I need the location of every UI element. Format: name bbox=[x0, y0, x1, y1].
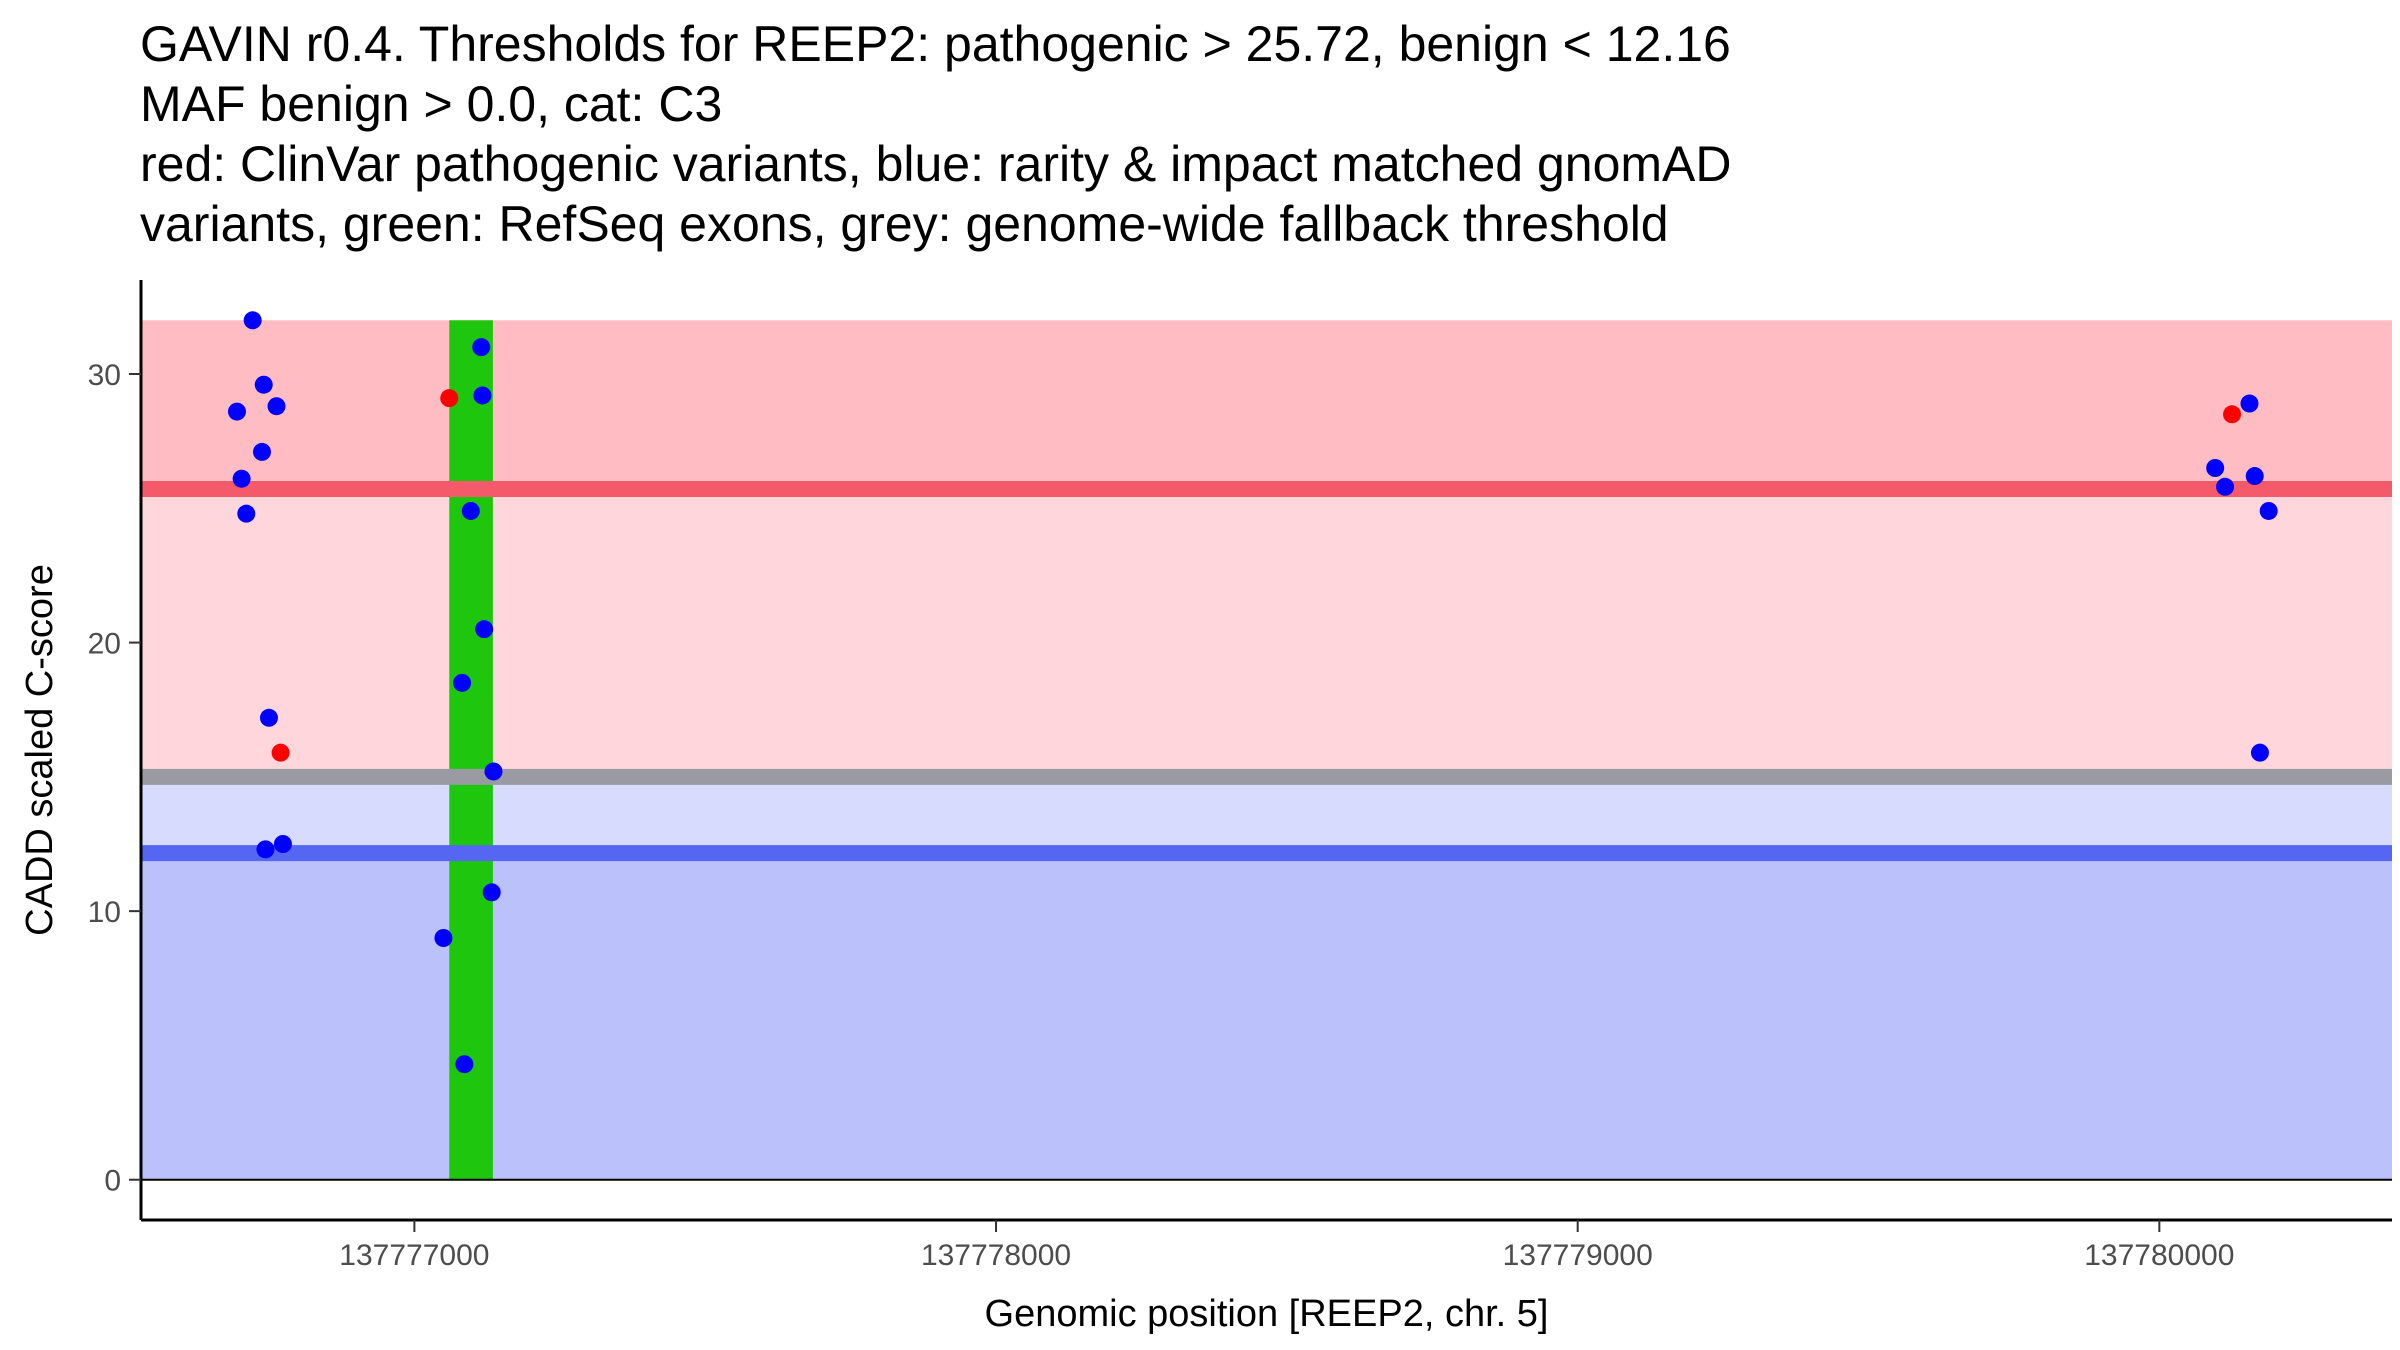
gnomad-point-10 bbox=[273, 835, 292, 853]
y-tick-label-20: 20 bbox=[88, 628, 121, 661]
gnomad-point-8 bbox=[259, 708, 278, 727]
gnomad-point-20 bbox=[2240, 394, 2259, 413]
gnomad-point-1 bbox=[243, 311, 262, 330]
gnomad-point-19 bbox=[455, 1055, 474, 1074]
gnomad-point-7 bbox=[237, 504, 256, 523]
gnomad-point-22 bbox=[2216, 477, 2235, 496]
x-tick-label-2: 137778000 bbox=[921, 1239, 1071, 1272]
gnomad-point-15 bbox=[453, 673, 472, 692]
gnomad-point-24 bbox=[2259, 501, 2278, 520]
clinvar-point-2 bbox=[271, 743, 290, 762]
upper-mid-zone bbox=[141, 488, 2392, 777]
gnomad-point-25 bbox=[2250, 743, 2269, 762]
clinvar-point-1 bbox=[440, 389, 459, 408]
gnomad-point-9 bbox=[256, 840, 275, 859]
title-line-1: GAVIN r0.4. Thresholds for REEP2: pathog… bbox=[140, 16, 1731, 72]
gnomad-point-13 bbox=[461, 501, 480, 520]
y-tick-label-0: 0 bbox=[104, 1165, 121, 1198]
threshold-regions bbox=[141, 320, 2392, 1180]
gnomad-point-6 bbox=[232, 469, 251, 488]
gnomad-point-5 bbox=[252, 442, 271, 461]
gnomad-point-23 bbox=[2245, 467, 2264, 486]
data-points bbox=[227, 311, 2278, 1074]
title-line-3: red: ClinVar pathogenic variants, blue: … bbox=[140, 136, 1732, 192]
gnomad-point-3 bbox=[227, 402, 246, 421]
exon-bar-1 bbox=[449, 320, 493, 1180]
gnomad-point-21 bbox=[2206, 459, 2225, 477]
chart-title: GAVIN r0.4. Thresholds for REEP2: pathog… bbox=[140, 14, 1731, 254]
x-tick-label-4: 137780000 bbox=[2084, 1239, 2234, 1272]
gnomad-point-11 bbox=[472, 338, 491, 357]
y-axis-title: CADD scaled C-score bbox=[19, 564, 61, 936]
gnomad-point-2 bbox=[254, 375, 273, 394]
x-axis-title: Genomic position [REEP2, chr. 5] bbox=[985, 1293, 1549, 1335]
threshold-lines bbox=[141, 480, 2392, 1181]
gnomad-point-4 bbox=[267, 397, 286, 416]
clinvar-point-3 bbox=[2223, 405, 2242, 424]
exon-regions bbox=[449, 320, 493, 1180]
title-line-4: variants, green: RefSeq exons, grey: gen… bbox=[140, 196, 1669, 252]
lower-mid-zone bbox=[141, 776, 2392, 854]
y-tick-label-10: 10 bbox=[88, 896, 121, 929]
x-tick-label-1: 137777000 bbox=[339, 1239, 489, 1272]
axes: 0 10 20 30 137777000 137778000 137779000 137780… bbox=[88, 280, 2392, 1272]
pathogenic-zone bbox=[141, 320, 2392, 489]
gnomad-point-16 bbox=[484, 762, 503, 781]
x-tick-label-3: 137779000 bbox=[1503, 1239, 1653, 1272]
gnomad-point-14 bbox=[475, 620, 494, 639]
gnomad-point-17 bbox=[482, 883, 501, 902]
gnomad-point-12 bbox=[473, 386, 492, 405]
title-line-2: MAF benign > 0.0, cat: C3 bbox=[140, 76, 723, 132]
gnomad-point-18 bbox=[434, 929, 453, 947]
y-tick-label-30: 30 bbox=[88, 359, 121, 392]
benign-zone bbox=[141, 853, 2392, 1180]
